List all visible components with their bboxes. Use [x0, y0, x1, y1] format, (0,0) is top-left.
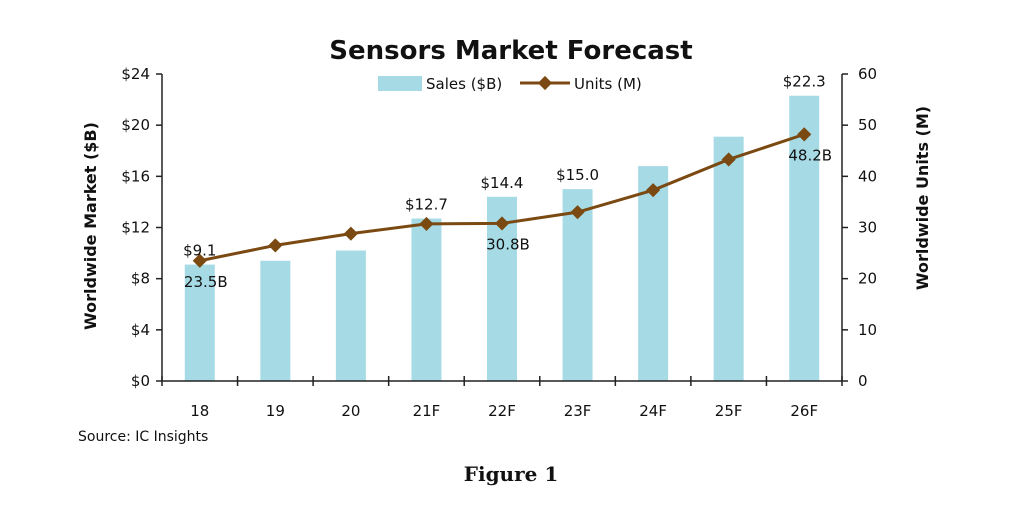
bar-21F — [411, 218, 442, 381]
units-marker-19 — [268, 238, 283, 253]
bar-value-label: $15.0 — [556, 166, 599, 184]
bar-26F — [789, 95, 820, 381]
bar-19 — [260, 260, 291, 381]
x-tick-label: 19 — [266, 402, 285, 420]
figure-caption: Figure 1 — [463, 462, 559, 486]
bar-value-label: $14.4 — [481, 174, 524, 192]
units-line-group — [192, 127, 812, 268]
y-tick-label: $20 — [121, 116, 150, 134]
x-tick-label: 18 — [190, 402, 209, 420]
bar-value-label: $12.7 — [405, 196, 448, 214]
y2-tick-label: 50 — [858, 116, 877, 134]
bar-value-label: $9.1 — [183, 242, 216, 260]
x-tick-label: 25F — [715, 402, 743, 420]
y2-tick-label: 10 — [858, 321, 877, 339]
bar-23F — [562, 189, 593, 381]
x-tick-label: 24F — [639, 402, 667, 420]
y2-tick-label: 40 — [858, 167, 877, 185]
chart: Sensors Market Forecast Sales ($B) Units… — [78, 36, 932, 445]
y-tick-label: $24 — [121, 65, 150, 83]
units-marker-18 — [192, 253, 207, 268]
y2-axis-title: Worldwide Units (M) — [913, 106, 932, 290]
bar-value-label: $22.3 — [783, 73, 826, 91]
legend-swatch-units-marker — [537, 75, 553, 91]
y2-tick-label: 20 — [858, 270, 877, 288]
units-marker-25F — [721, 152, 736, 167]
y-tick-label: $16 — [121, 167, 150, 185]
legend-swatch-sales — [378, 76, 422, 91]
x-tick-label: 26F — [790, 402, 818, 420]
units-value-label: 48.2B — [788, 146, 832, 164]
source-note: Source: IC Insights — [78, 429, 208, 445]
axes-group: $0 $4 $8 $12 $16 $20 $24 0 10 20 30 40 50 60 18 19 20 21F… — [121, 65, 877, 420]
units-value-label: 23.5B — [184, 273, 228, 291]
y-tick-label: $0 — [131, 372, 150, 390]
bar-20 — [335, 250, 366, 381]
units-marker-22F — [494, 216, 510, 231]
bar-25F — [713, 136, 744, 381]
legend-label-sales: Sales ($B) — [426, 75, 502, 93]
x-tick-label: 23F — [564, 402, 592, 420]
units-marker-23F — [570, 205, 585, 220]
legend-label-units: Units (M) — [574, 75, 642, 93]
y-tick-label: $8 — [131, 270, 150, 288]
units-marker-21F — [419, 216, 434, 231]
x-tick-label: 21F — [413, 402, 441, 420]
y2-tick-label: 30 — [858, 219, 877, 237]
units-marker-20 — [343, 226, 358, 241]
bars-group — [184, 95, 820, 381]
legend: Sales ($B) Units (M) — [378, 75, 642, 93]
y2-tick-label: 60 — [858, 65, 877, 83]
units-value-label: 30.8B — [486, 235, 530, 253]
y-tick-label: $4 — [131, 321, 150, 339]
x-tick-label: 22F — [488, 402, 516, 420]
units-marker-24F — [646, 183, 661, 198]
bar-18 — [184, 264, 215, 381]
data-labels-group: $9.1 $12.7 $14.4 $15.0 $22.3 23.5B 30.8B 48.2B — [183, 73, 832, 291]
y2-tick-label: 0 — [858, 372, 868, 390]
y-axis-title: Worldwide Market ($B) — [81, 122, 100, 330]
units-marker-26F — [797, 127, 812, 142]
x-tick-label: 20 — [341, 402, 360, 420]
bar-24F — [638, 166, 669, 381]
y-tick-label: $12 — [121, 219, 150, 237]
chart-title: Sensors Market Forecast — [329, 36, 692, 66]
